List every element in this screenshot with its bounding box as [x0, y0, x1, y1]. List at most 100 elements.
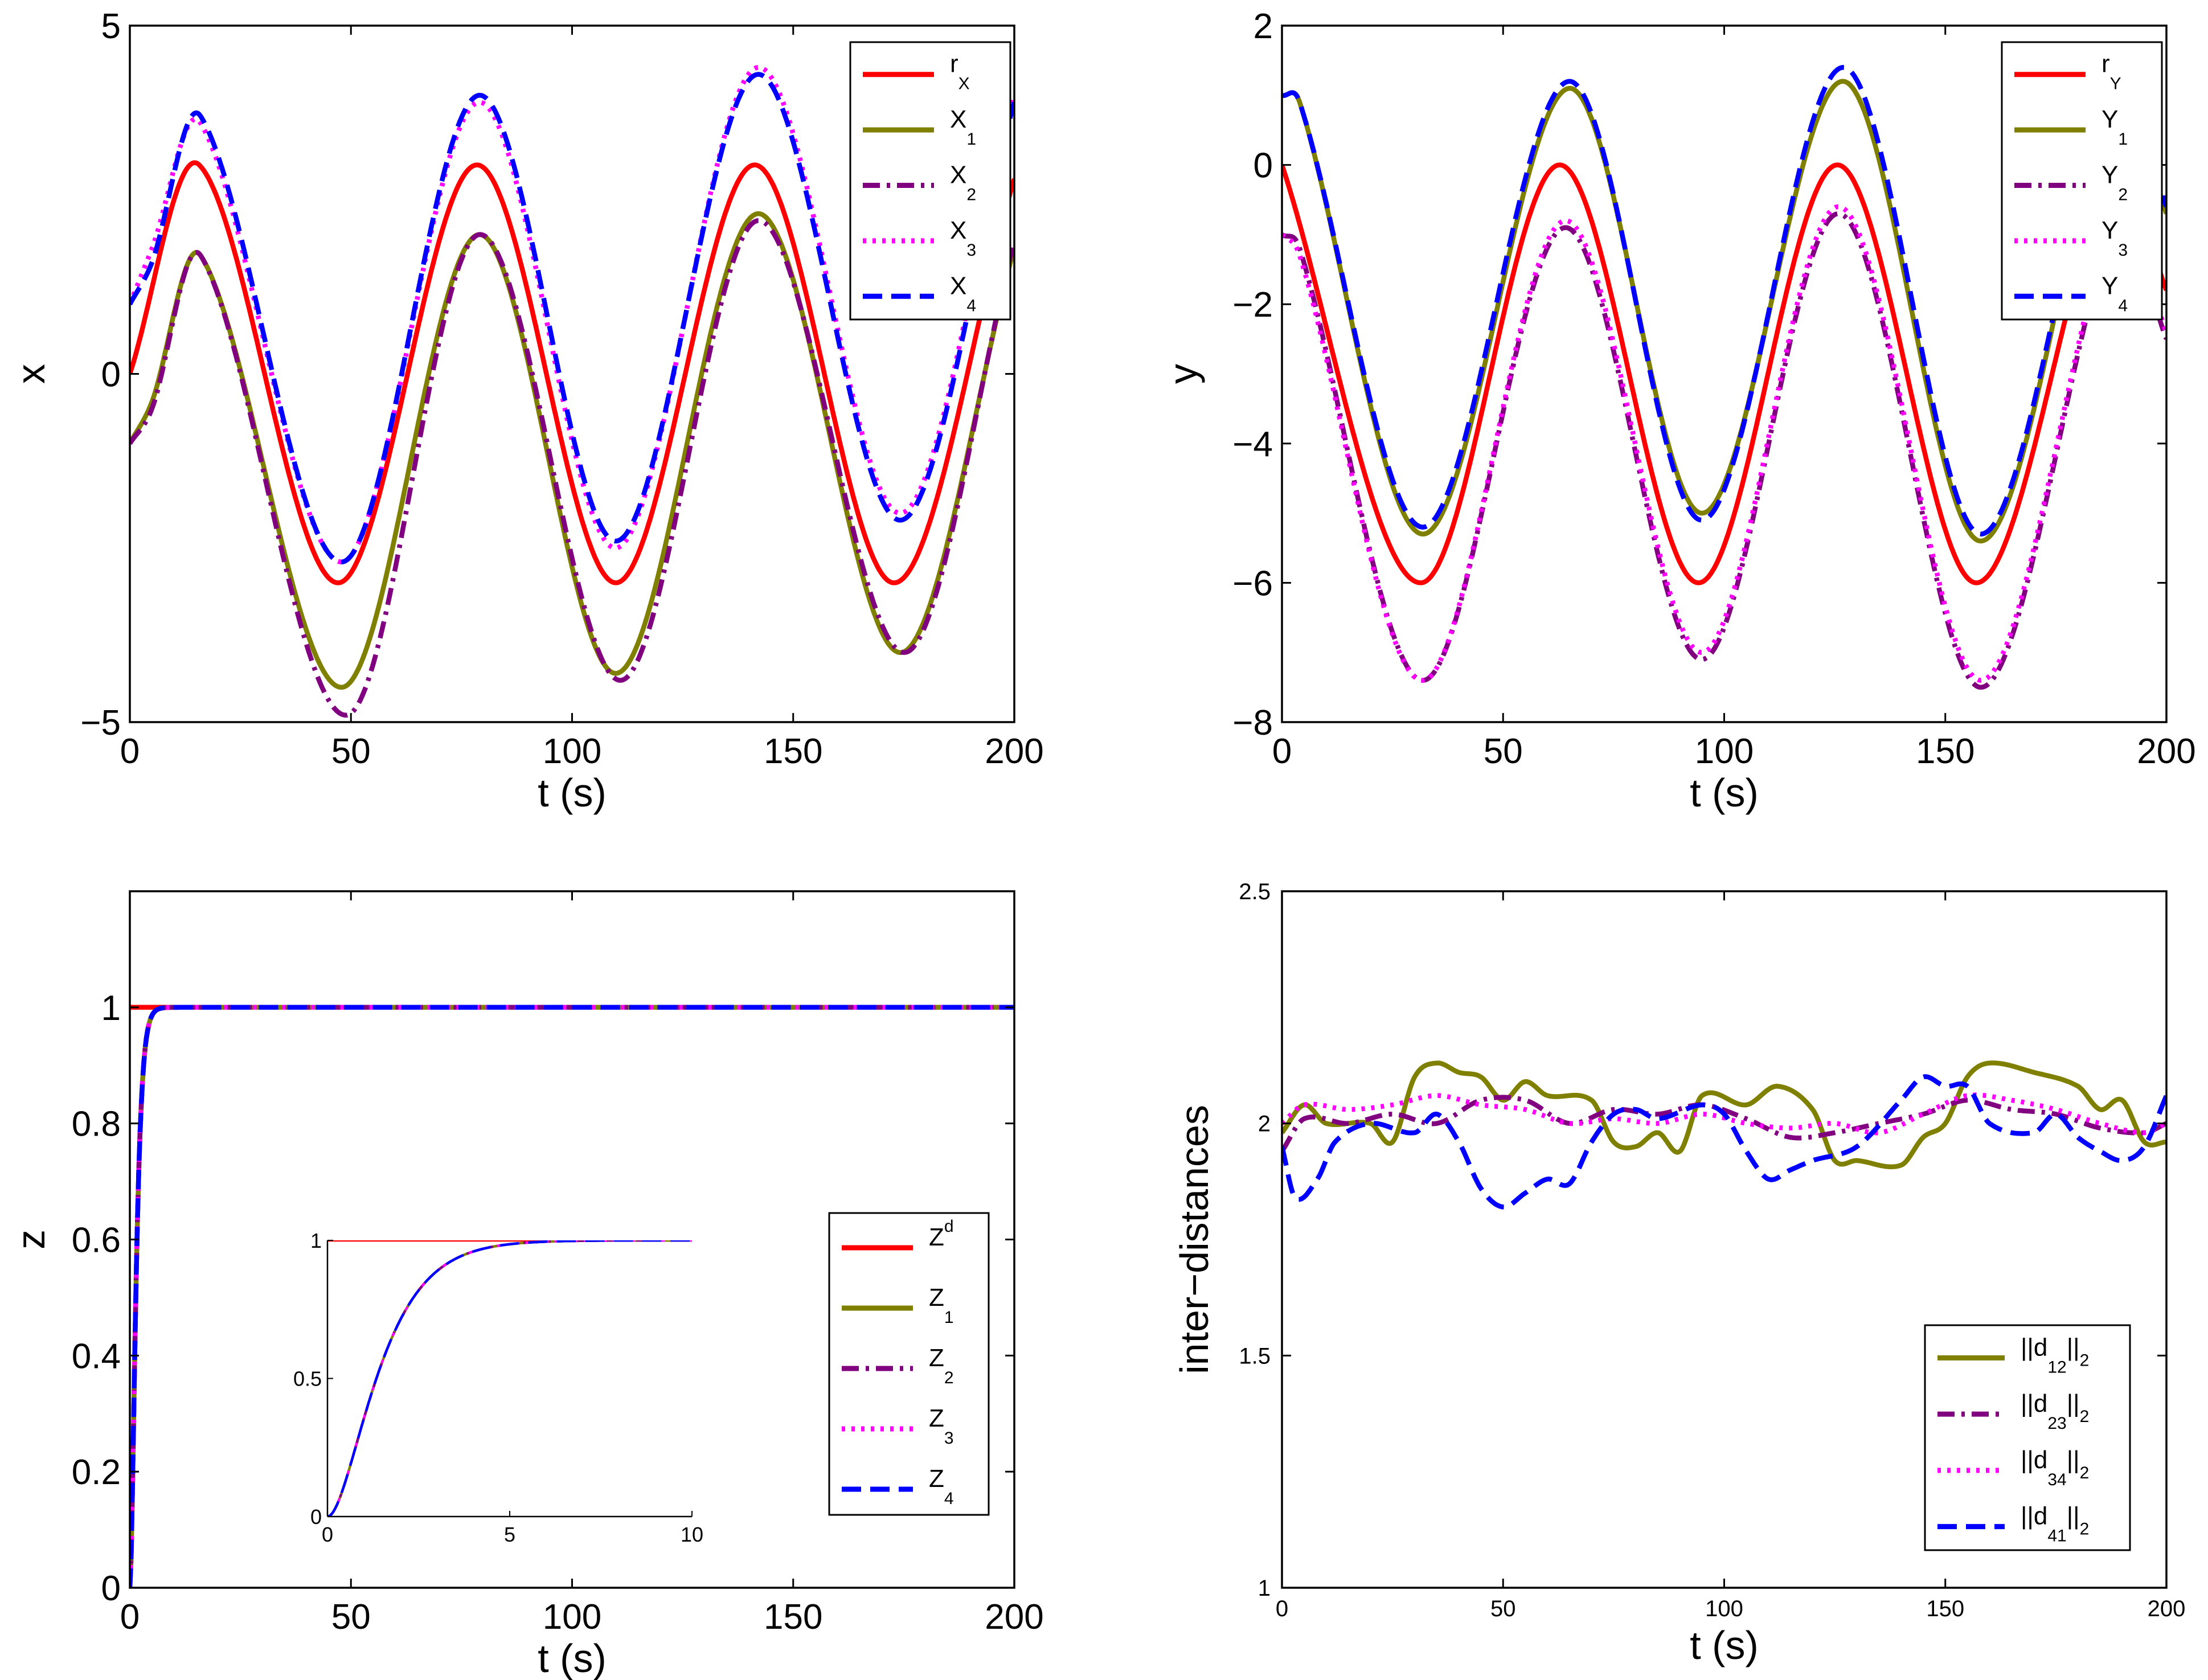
y-axis-label: y [1161, 364, 1205, 384]
x-tick-label: 200 [2148, 1596, 2186, 1621]
series-line-d-0 [1282, 1060, 2166, 1170]
y-tick-label: 0 [101, 1569, 121, 1608]
legend-label: X3 [950, 216, 976, 260]
x-tick-label: 100 [543, 732, 601, 771]
legend-tail-subscript: 2 [2080, 1520, 2090, 1539]
inset-y-tick-label: 1 [310, 1229, 322, 1252]
legend-name: ||d [2021, 1502, 2047, 1530]
legend-subscript: 34 [2047, 1470, 2066, 1489]
legend-label: Z4 [929, 1465, 954, 1508]
legend-box [1924, 1324, 2131, 1551]
legend-name: Y [2102, 105, 2118, 133]
legend-name: Z [929, 1404, 944, 1432]
x-tick-label: 150 [1916, 732, 1974, 771]
legend-subscript: 1 [944, 1308, 954, 1327]
legend-name: X [950, 161, 966, 189]
inset-plot: 0 5 10 0 0.5 1 [293, 1229, 703, 1546]
y-tick-label: −6 [1232, 564, 1273, 603]
y-tick-label: 0 [101, 355, 121, 395]
y-tick-label: −5 [80, 703, 121, 743]
legend-subscript: 4 [966, 296, 976, 315]
legend-label: ||d34||2 [2021, 1446, 2089, 1489]
y-tick-label: 0 [1253, 146, 1273, 186]
x-axis-label: t (s) [538, 1636, 607, 1680]
legend-tail: || [2067, 1333, 2080, 1361]
y-tick-label: 2.5 [1239, 879, 1271, 904]
series-group [130, 65, 1014, 718]
series-line-y-0 [1282, 158, 2166, 585]
x-tick-label: 50 [331, 732, 371, 771]
legend-label: Z1 [929, 1284, 954, 1327]
series-group [130, 1005, 1014, 1588]
legend-superscript: d [944, 1217, 954, 1236]
x-tick-label: 150 [764, 1597, 822, 1637]
legend-name: X [950, 105, 966, 133]
legend-subscript: 41 [2047, 1527, 2066, 1546]
x-tick-label: 0 [1272, 732, 1292, 771]
legend-tail: || [2067, 1502, 2080, 1530]
x-axis-label: t (s) [538, 771, 607, 815]
legend-subscript: 4 [944, 1489, 954, 1508]
x-tick-label: 0 [120, 1597, 140, 1637]
x-tick-label: 100 [1705, 1596, 1743, 1621]
y-tick-label: 1 [1258, 1576, 1271, 1601]
inset-x-tick-label: 10 [681, 1523, 703, 1546]
legend-box [849, 41, 1011, 321]
x-tick-label: 0 [120, 732, 140, 771]
x-tick-label: 50 [1484, 732, 1523, 771]
legend-tail-subscript: 2 [2080, 1464, 2090, 1482]
inset-y-tick-label: 0 [310, 1505, 322, 1529]
inset-background [327, 1240, 692, 1517]
y-axis-label: x [9, 364, 53, 384]
y-tick-label: 2 [1253, 7, 1273, 46]
legend-label: ||d41||2 [2021, 1502, 2089, 1546]
y-axis-label: z [9, 1230, 53, 1249]
legend-name: Y [2102, 216, 2118, 244]
series-group [1282, 65, 2166, 690]
legend-name: Z [929, 1465, 944, 1493]
legend-label: Y4 [2102, 272, 2128, 315]
legend-name: X [950, 272, 966, 300]
series-line-y-4 [1282, 65, 2166, 537]
series-line-y-3 [1282, 204, 2166, 683]
series-line-x-2 [130, 218, 1014, 718]
x-tick-label: 100 [543, 1597, 601, 1637]
x-tick-label: 150 [764, 732, 822, 771]
legend-name: Z [929, 1284, 944, 1312]
legend-name: Z [929, 1223, 944, 1251]
axes: 0 50 100 150 200 1 1.5 2 2.5 [1239, 879, 2185, 1621]
legend-label: Y1 [2102, 105, 2128, 149]
legend-tail: || [2067, 1446, 2080, 1474]
legend-tail-subscript: 2 [2080, 1351, 2090, 1370]
legend-name: r [950, 50, 958, 78]
legend-subscript: 12 [2047, 1358, 2066, 1376]
y-tick-label: 1.5 [1239, 1343, 1271, 1368]
legend-subscript: Y [2110, 75, 2121, 93]
x-tick-label: 200 [985, 732, 1043, 771]
legend-label: Zd [929, 1217, 954, 1251]
inset-series-line-4 [327, 1240, 692, 1517]
series-line-z-4 [130, 1005, 1014, 1588]
x-tick-label: 100 [1695, 732, 1754, 771]
axes: 0 50 100 150 200 −8 −6 −4 −2 0 2 [1232, 7, 2195, 771]
y-tick-label: 1 [101, 989, 121, 1028]
series-line-d-2 [1282, 1092, 2166, 1136]
legend-tail-subscript: 2 [2080, 1407, 2090, 1426]
x-tick-label: 150 [1926, 1596, 1964, 1621]
legend-box [828, 1212, 990, 1516]
y-tick-label: −4 [1232, 425, 1273, 464]
legend-label: X1 [950, 105, 976, 149]
legend-subscript: 23 [2047, 1414, 2066, 1433]
legend-name: ||d [2021, 1390, 2047, 1417]
legend-subscript: X [958, 75, 970, 93]
y-tick-label: 0.6 [72, 1221, 121, 1260]
axes: 0 50 100 150 200−505 [80, 7, 1043, 771]
legend-label: ||d12||2 [2021, 1333, 2089, 1376]
legend-label: Y2 [2102, 161, 2128, 204]
legend-name: r [2102, 50, 2110, 78]
y-tick-label: 2 [1258, 1112, 1271, 1137]
